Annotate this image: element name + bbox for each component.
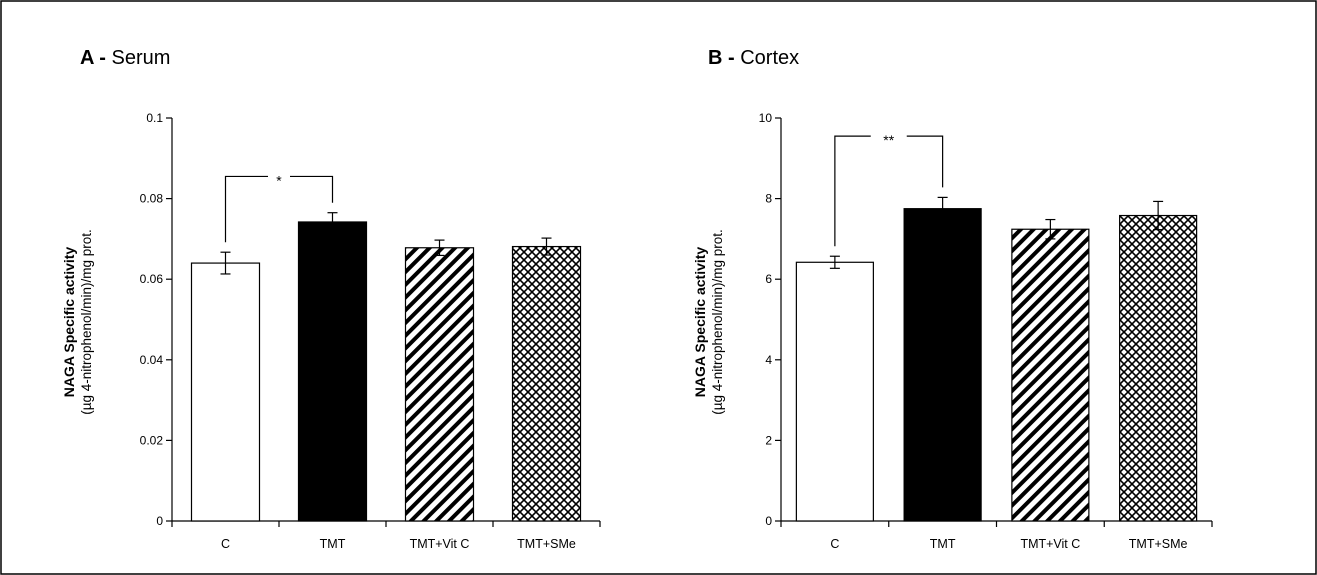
significance: ** xyxy=(834,132,944,247)
bar xyxy=(1119,214,1198,522)
significance-label: ** xyxy=(883,132,894,148)
x-tick-label: TMT+SMe xyxy=(1129,537,1188,551)
y-axis-subtitle: (µg 4-nitrophenol/min)/mg prot. xyxy=(710,229,725,415)
panel-name: Cortex xyxy=(740,47,799,69)
panel-title: B - Cortex xyxy=(708,47,799,69)
y-tick-label: 0 xyxy=(156,514,163,528)
significance-bracket xyxy=(224,175,334,243)
error-bar xyxy=(220,251,231,275)
error-bar xyxy=(541,237,552,256)
y-tick-label: 0.02 xyxy=(140,433,164,447)
bar xyxy=(511,245,582,522)
bar xyxy=(297,221,368,522)
error-bar xyxy=(327,212,338,232)
x-tick-label: TMT xyxy=(930,537,956,551)
axes: 0 2 4 6 8 10 C TMT TMT+Vit C TMT+SMe xyxy=(759,111,1213,551)
x-tick-label: C xyxy=(830,537,839,551)
panel-label: A - xyxy=(80,47,106,69)
error-bar xyxy=(829,255,840,269)
error-bar xyxy=(1045,218,1056,240)
y-tick-label: 0.1 xyxy=(146,111,163,125)
y-tick-label: 10 xyxy=(759,111,773,125)
bar xyxy=(903,208,982,522)
x-tick-label: TMT+Vit C xyxy=(1020,537,1080,551)
x-tick-label: C xyxy=(221,537,230,551)
x-tick-label: TMT+SMe xyxy=(517,537,576,551)
bar xyxy=(1011,228,1090,522)
error-bar xyxy=(937,196,948,221)
bars xyxy=(190,212,582,522)
bar xyxy=(404,247,475,522)
panel-serum: A - Serum NAGA Specific activity (µg 4-n… xyxy=(61,47,601,551)
y-tick-label: 0.04 xyxy=(140,353,164,367)
error-bar xyxy=(1153,200,1164,231)
x-tick-label: TMT xyxy=(320,537,346,551)
y-tick-label: 4 xyxy=(765,353,772,367)
y-tick-label: 2 xyxy=(765,433,772,447)
y-tick-label: 0 xyxy=(765,514,772,528)
bar xyxy=(795,261,874,522)
significance-bracket xyxy=(834,135,944,247)
y-axis-subtitle: (µg 4-nitrophenol/min)/mg prot. xyxy=(79,229,94,415)
x-tick-label: TMT+Vit C xyxy=(410,537,470,551)
panel-label: B - xyxy=(708,47,735,69)
y-tick-label: 0.08 xyxy=(140,192,164,206)
panel-title: A - Serum xyxy=(80,47,170,69)
y-tick-label: 0.06 xyxy=(140,272,164,286)
y-axis-title: NAGA Specific activity xyxy=(61,247,77,398)
y-tick-label: 8 xyxy=(765,192,772,206)
bars xyxy=(795,196,1198,522)
panel-name: Serum xyxy=(111,47,170,69)
y-axis-title: NAGA Specific activity xyxy=(692,247,708,398)
error-bar xyxy=(434,239,445,257)
significance-label: * xyxy=(276,172,282,188)
panel-cortex: B - Cortex NAGA Specific activity (µg 4-… xyxy=(692,47,1213,551)
y-tick-label: 6 xyxy=(765,272,772,286)
significance: * xyxy=(224,172,334,243)
bar xyxy=(190,262,261,522)
